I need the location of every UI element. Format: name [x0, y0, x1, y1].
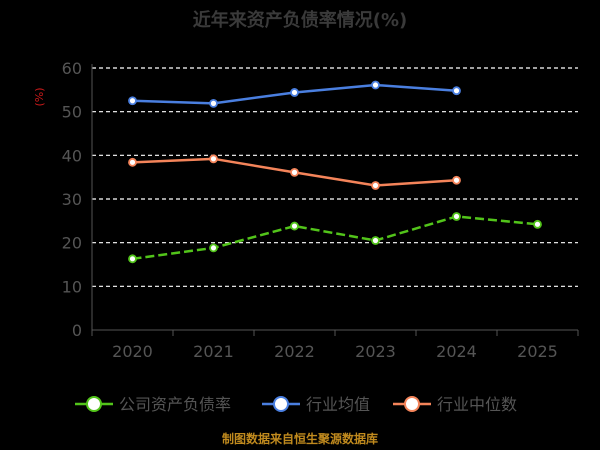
- y-tick-label: 10: [62, 277, 82, 296]
- data-point[interactable]: [209, 243, 218, 253]
- x-tick-label: 2022: [274, 342, 315, 361]
- chart-title: 近年来资产负债率情况(%): [193, 9, 408, 31]
- data-point[interactable]: [452, 175, 461, 185]
- x-tick-label: 2021: [193, 342, 234, 361]
- data-point[interactable]: [452, 86, 461, 96]
- legend-marker-icon: [404, 396, 420, 412]
- x-tick-label: 2025: [517, 342, 558, 361]
- series-2: [128, 154, 461, 190]
- data-point[interactable]: [533, 219, 542, 229]
- y-tick-label: 0: [72, 321, 82, 340]
- legend-item[interactable]: 公司资产负债率: [75, 395, 231, 414]
- legend: 公司资产负债率 行业均值 行业中位数: [75, 395, 517, 414]
- legend-item[interactable]: 行业中位数: [393, 395, 517, 414]
- data-point[interactable]: [371, 80, 380, 90]
- x-tick-label: 2024: [436, 342, 477, 361]
- legend-label: 行业均值: [306, 395, 370, 414]
- source-note: 制图数据来自恒生聚源数据库: [222, 431, 378, 446]
- legend-label: 行业中位数: [437, 395, 517, 414]
- data-point[interactable]: [128, 254, 137, 264]
- legend-marker-icon: [86, 396, 102, 412]
- data-point[interactable]: [371, 236, 380, 245]
- data-point[interactable]: [371, 181, 380, 190]
- series-0: [128, 212, 542, 264]
- x-tick-label: 2020: [112, 342, 153, 361]
- x-tick-label: 2023: [355, 342, 396, 361]
- data-point[interactable]: [452, 212, 461, 221]
- legend-item[interactable]: 行业均值: [262, 395, 370, 414]
- series-line: [132, 215, 538, 261]
- series-group: [128, 80, 542, 264]
- y-tick-label: 50: [62, 103, 82, 122]
- data-point[interactable]: [290, 167, 299, 177]
- y-tick-label: 40: [62, 146, 82, 165]
- legend-marker-icon: [273, 396, 289, 412]
- data-point[interactable]: [290, 88, 299, 97]
- y-tick-label: 20: [62, 234, 82, 253]
- data-point[interactable]: [209, 154, 218, 164]
- y-tick-label: 30: [62, 190, 82, 209]
- legend-label: 公司资产负债率: [119, 395, 231, 414]
- data-point[interactable]: [128, 96, 137, 106]
- grid-lines: [92, 67, 578, 287]
- y-axis-label: (%): [33, 87, 46, 106]
- series-1: [128, 80, 461, 108]
- axes: 0 10 20 30 40 50 60 2020 2021 2022 2023 2024 2025: [62, 59, 579, 361]
- data-point[interactable]: [128, 157, 137, 167]
- data-point[interactable]: [209, 98, 218, 108]
- y-tick-label: 60: [62, 59, 82, 78]
- data-point[interactable]: [290, 221, 299, 231]
